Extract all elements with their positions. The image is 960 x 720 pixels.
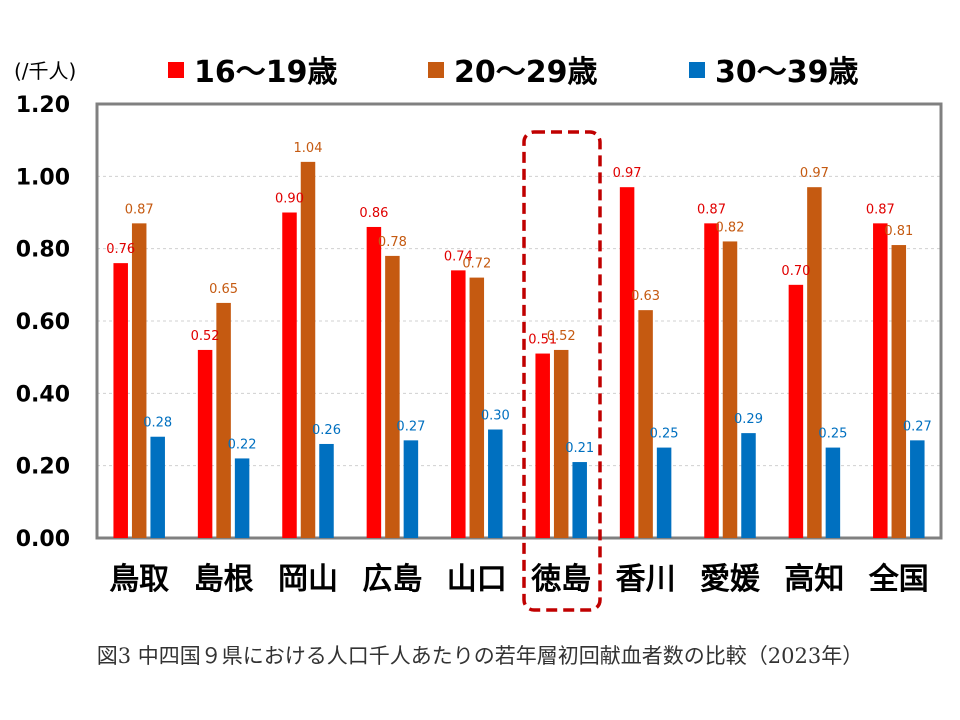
x-tick-label: 広島 bbox=[362, 562, 422, 597]
data-label: 0.87 bbox=[697, 202, 726, 217]
y-tick-label: 0.20 bbox=[16, 455, 70, 480]
bar-1-7 bbox=[619, 187, 635, 538]
x-tick-label: 鳥取 bbox=[109, 562, 169, 597]
bar-1-9 bbox=[788, 284, 804, 538]
data-label: 0.52 bbox=[191, 329, 220, 344]
x-tick-label: 山口 bbox=[447, 562, 507, 597]
x-tick-label: 高知 bbox=[784, 562, 844, 597]
data-label: 0.63 bbox=[631, 289, 660, 304]
data-label: 0.90 bbox=[275, 192, 304, 207]
data-labels: 0.76 0.87 0.28 0.52 0.65 0.22 0.90 1.04 0.26 0.86… bbox=[106, 141, 932, 456]
bar-1-3 bbox=[282, 212, 297, 538]
data-label: 0.28 bbox=[143, 416, 172, 431]
y-tick-label: 0.60 bbox=[16, 310, 70, 335]
legend-label: 20～29歳 bbox=[454, 55, 598, 90]
data-label: 0.97 bbox=[800, 166, 829, 181]
bar-2-3 bbox=[300, 161, 316, 538]
bar-1-2 bbox=[197, 349, 213, 538]
legend-swatch bbox=[689, 62, 705, 78]
data-label: 0.86 bbox=[359, 206, 388, 221]
bar-2-2 bbox=[216, 302, 231, 538]
x-axis: 鳥取 島根 岡山 広島 山口 徳島 香川 愛媛 高知 全国 bbox=[109, 562, 929, 597]
bar-3-10 bbox=[910, 440, 925, 538]
legend-label: 16～19歳 bbox=[194, 55, 338, 90]
plot-area-frame bbox=[95, 102, 943, 540]
legend-label: 30～39歳 bbox=[715, 55, 859, 90]
bar-3-6 bbox=[572, 462, 587, 538]
y-tick-label: 1.00 bbox=[16, 165, 70, 190]
data-label: 0.76 bbox=[106, 242, 135, 257]
bar-3-9 bbox=[825, 447, 841, 538]
bar-2-4 bbox=[385, 255, 400, 538]
data-label: 0.70 bbox=[781, 264, 810, 279]
legend-swatch bbox=[168, 62, 184, 78]
bar-1-1 bbox=[113, 263, 128, 538]
bar-3-3 bbox=[319, 443, 334, 538]
data-label: 0.30 bbox=[481, 409, 510, 424]
data-label: 0.72 bbox=[462, 257, 491, 272]
y-axis: 0.00 0.20 0.40 0.60 0.80 1.00 1.20 bbox=[16, 93, 70, 552]
y-tick-label: 1.20 bbox=[16, 93, 70, 118]
data-label: 0.25 bbox=[818, 427, 847, 442]
bar-3-2 bbox=[234, 458, 250, 538]
data-label: 0.21 bbox=[565, 441, 594, 456]
data-label: 1.04 bbox=[294, 141, 323, 156]
legend-swatch bbox=[428, 62, 444, 78]
data-label: 0.25 bbox=[650, 427, 679, 442]
bar-1-6 bbox=[535, 353, 550, 538]
bar-1-4 bbox=[366, 226, 382, 538]
data-label: 0.52 bbox=[547, 329, 576, 344]
y-tick-label: 0.80 bbox=[16, 238, 70, 263]
legend: 16～19歳 20～29歳 30～39歳 bbox=[168, 55, 859, 90]
y-tick-label: 0.40 bbox=[16, 382, 70, 407]
bar-2-5 bbox=[469, 277, 485, 538]
bar-1-8 bbox=[704, 223, 719, 538]
bar-3-8 bbox=[741, 433, 756, 538]
x-tick-label: 島根 bbox=[194, 562, 254, 597]
x-tick-label: 香川 bbox=[616, 562, 676, 597]
data-label: 0.74 bbox=[444, 249, 473, 264]
bar-3-1 bbox=[150, 436, 165, 538]
data-label: 0.51 bbox=[528, 333, 557, 348]
bar-2-7 bbox=[638, 310, 653, 538]
bar-2-8 bbox=[722, 241, 738, 538]
x-tick-label: 岡山 bbox=[278, 562, 338, 597]
data-label: 0.65 bbox=[209, 282, 238, 297]
data-label: 0.22 bbox=[228, 437, 257, 452]
data-label: 0.78 bbox=[378, 235, 407, 250]
x-tick-label: 全国 bbox=[868, 562, 929, 597]
data-label: 0.87 bbox=[866, 202, 895, 217]
x-tick-label: 愛媛 bbox=[700, 562, 761, 597]
data-label: 0.27 bbox=[396, 419, 425, 434]
data-label: 0.27 bbox=[903, 419, 932, 434]
bar-2-1 bbox=[131, 223, 147, 538]
bar-3-5 bbox=[488, 429, 503, 538]
data-label: 0.97 bbox=[613, 166, 642, 181]
data-label: 0.26 bbox=[312, 423, 341, 438]
bar-2-6 bbox=[553, 349, 569, 538]
bar-3-7 bbox=[656, 447, 672, 538]
highlight-box-tokushima bbox=[522, 130, 602, 612]
y-tick-label: 0.00 bbox=[16, 527, 70, 552]
data-label: 0.82 bbox=[716, 220, 745, 235]
data-label: 0.87 bbox=[125, 202, 154, 217]
bars bbox=[113, 161, 925, 539]
figure-caption: 図3 中四国９県における人口千人あたりの若年層初回献血者数の比較（2023年） bbox=[96, 644, 864, 668]
bar-1-10 bbox=[873, 223, 888, 538]
y-axis-unit-label: (/千人) bbox=[14, 59, 76, 83]
x-tick-label: 徳島 bbox=[530, 562, 591, 597]
bar-1-5 bbox=[451, 270, 466, 538]
bar-3-4 bbox=[403, 440, 419, 538]
data-label: 0.81 bbox=[884, 224, 913, 239]
bar-chart: 0.76 0.87 0.28 0.52 0.65 0.22 0.90 1.04 0.26 0.86… bbox=[14, 55, 943, 612]
bar-2-9 bbox=[807, 187, 822, 538]
bar-2-10 bbox=[891, 245, 907, 539]
data-label: 0.29 bbox=[734, 412, 763, 427]
